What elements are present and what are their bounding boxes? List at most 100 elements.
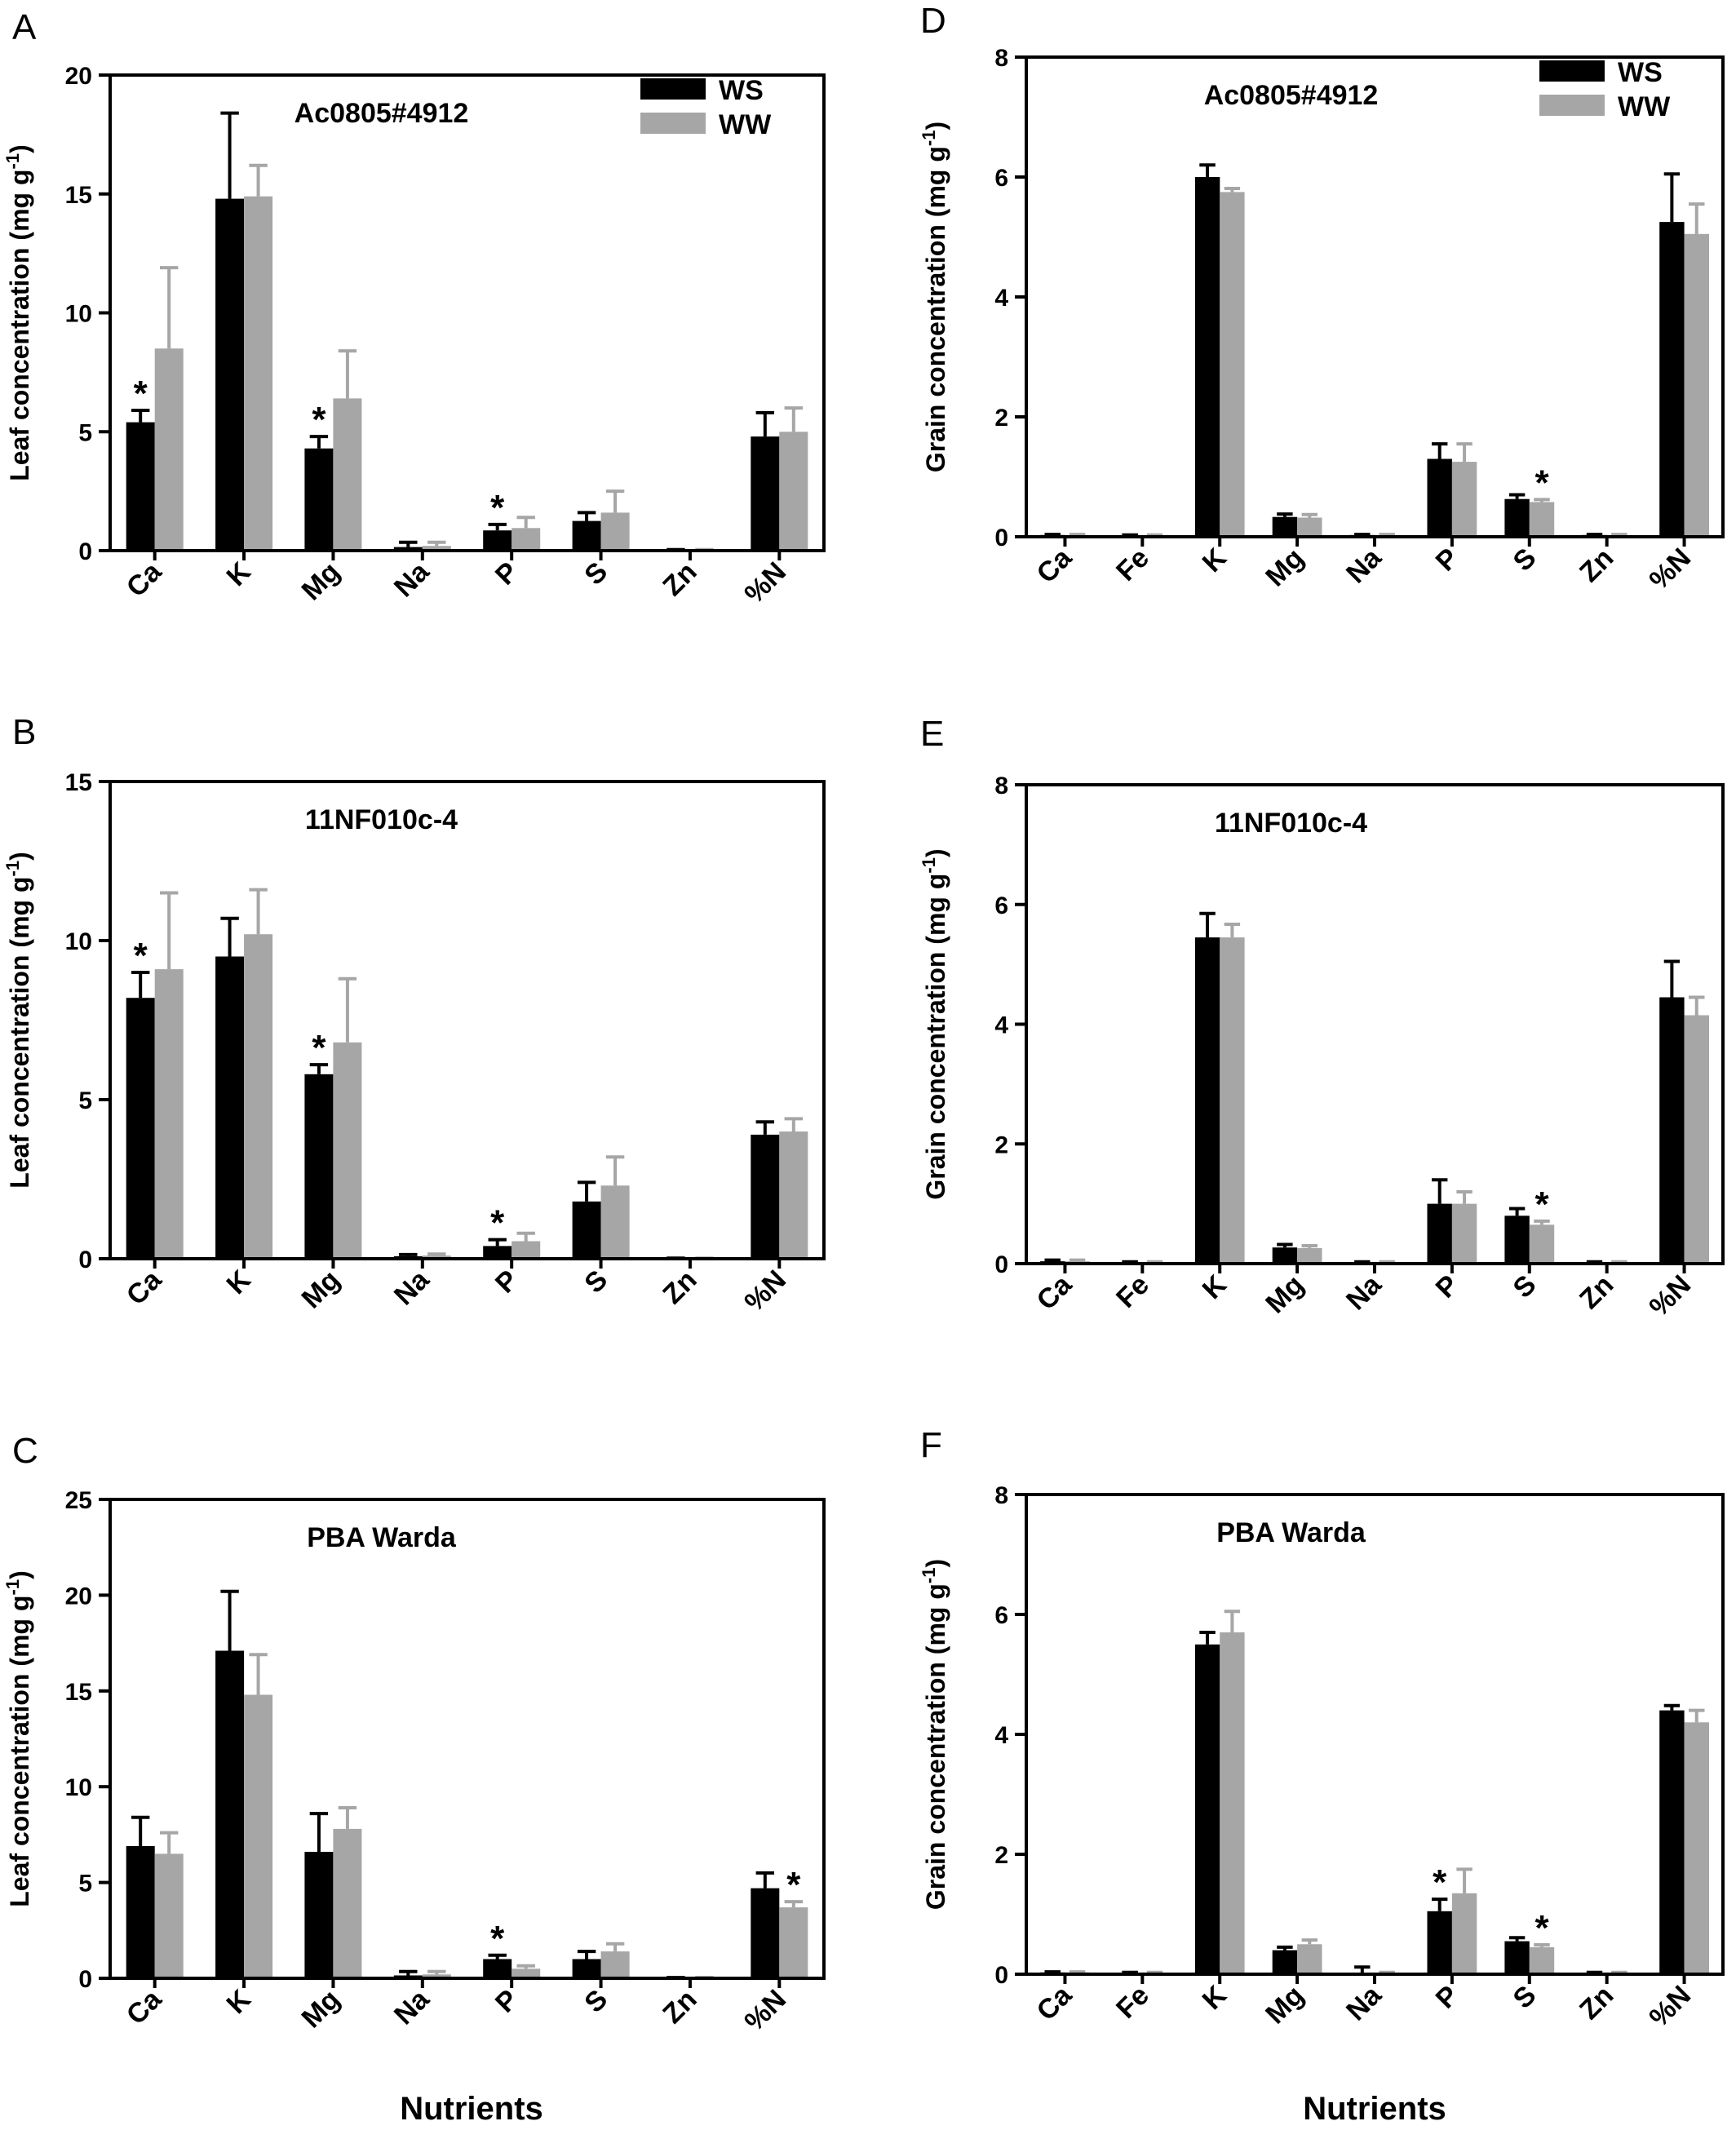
bar-ws-k: [215, 198, 245, 551]
panel-title: Ac0805#4912: [294, 98, 469, 129]
x-tick-label-zn: Zn: [657, 1264, 702, 1310]
y-tick-label: 0: [78, 538, 92, 565]
y-tick-label: 20: [65, 63, 92, 90]
y-tick-label: 10: [65, 928, 92, 955]
significance-marker: *: [490, 488, 505, 528]
legend-swatch-ww: [1539, 95, 1605, 116]
x-tick-label-na: Na: [388, 1264, 436, 1311]
x-tick-label-pctn: %N: [1644, 542, 1698, 596]
x-tick-label-k: K: [220, 1264, 257, 1300]
bar-ww-k: [1220, 937, 1245, 1264]
bar-ww-mg: [333, 1042, 362, 1259]
x-tick-label-k: K: [220, 1983, 257, 2020]
x-tick-label-na: Na: [388, 1983, 436, 2030]
bar-ww-k: [1220, 1632, 1245, 1974]
bar-ww-ca: [154, 1853, 184, 1978]
significance-marker: *: [312, 1028, 326, 1068]
bar-ws-s: [572, 520, 601, 551]
bar-ws-pctn: [1659, 1710, 1685, 1974]
bar-ww-ca: [154, 969, 184, 1259]
y-tick-label: 0: [994, 1962, 1008, 1989]
x-tick-label-na: Na: [1340, 542, 1388, 589]
x-tick-label-ca: Ca: [121, 1983, 168, 2030]
bar-ww-mg: [333, 1828, 362, 1978]
x-tick-label-mg: Mg: [1260, 542, 1310, 593]
significance-marker: *: [490, 1919, 505, 1959]
x-tick-label-pctn: %N: [738, 556, 792, 610]
bar-ww-p: [1451, 462, 1477, 537]
legend-swatch-ws: [640, 78, 706, 100]
bar-ws-mg: [1272, 1950, 1298, 1974]
y-tick-label: 4: [994, 1012, 1008, 1039]
x-tick-label-pctn: %N: [738, 1984, 792, 2038]
bar-ws-mg: [304, 448, 334, 551]
bar-ww-k: [244, 196, 273, 551]
x-tick-label-fe: Fe: [1110, 1269, 1155, 1314]
bar-ww-s: [1529, 502, 1555, 537]
x-axis-label-right: Nutrients: [1303, 2091, 1446, 2127]
significance-marker: *: [490, 1203, 505, 1243]
panel-c: C * * 0 5 10 15 20 25 Ca K Mg Na P S Zn %N PBA Warda Leaf …: [2, 1431, 826, 2038]
y-tick-label: 5: [78, 419, 92, 446]
plot-frame: [1025, 783, 1725, 1265]
bar-ws-p: [483, 530, 512, 551]
bar-ww-p: [512, 528, 541, 551]
panel-letter: D: [920, 1, 946, 41]
x-tick-label-s: S: [1508, 1980, 1543, 2015]
panel-title: PBA Warda: [1216, 1517, 1366, 1548]
significance-marker: *: [786, 1865, 801, 1905]
bar-ws-pctn: [751, 1888, 780, 1978]
bar-ws-na: [393, 547, 423, 551]
bar-ww-pctn: [1684, 1015, 1709, 1264]
x-tick-label-p: P: [489, 556, 525, 591]
significance-marker: *: [134, 374, 148, 414]
legend-label-ws: WS: [1618, 57, 1663, 88]
panel-letter: C: [12, 1431, 38, 1471]
x-tick-label-s: S: [578, 1264, 613, 1300]
significance-marker: *: [134, 936, 148, 976]
y-tick-label: 10: [65, 301, 92, 328]
x-tick-label-p: P: [489, 1984, 525, 2019]
bar-ww-pctn: [1684, 233, 1709, 537]
y-tick-label: 6: [994, 892, 1008, 919]
bar-ww-pctn: [779, 1907, 808, 1978]
bar-ws-pctn: [1659, 997, 1685, 1264]
bar-ww-s: [1529, 1224, 1555, 1264]
bar-ws-pctn: [1659, 222, 1685, 537]
y-tick-label: 0: [78, 1966, 92, 1993]
bar-ww-na: [422, 546, 451, 551]
bar-ws-ca: [126, 422, 155, 551]
x-tick-label-p: P: [1430, 542, 1465, 578]
y-tick-label: 15: [65, 1679, 92, 1706]
y-tick-label: 15: [65, 182, 92, 209]
bar-ww-k: [244, 1694, 273, 1978]
panel-d: D * 0 2 4 6 8 Ca Fe K Mg Na P S Zn %N Ac0805#4912 Grain c…: [919, 1, 1725, 596]
x-tick-label-pctn: %N: [1644, 1269, 1698, 1323]
y-tick-label: 6: [994, 165, 1008, 192]
bar-ws-mg: [304, 1074, 334, 1259]
bar-ws-mg: [1272, 1247, 1298, 1264]
y-tick-label: 6: [994, 1602, 1008, 1629]
x-tick-label-p: P: [1430, 1980, 1465, 2015]
x-tick-label-p: P: [1430, 1269, 1465, 1304]
bar-ww-na: [422, 1974, 451, 1978]
bar-ws-p: [1427, 458, 1452, 537]
significance-marker: *: [312, 400, 326, 440]
y-axis-label: Grain concentration (mg g-1): [919, 122, 950, 472]
x-tick-label-s: S: [578, 1984, 613, 2019]
y-tick-label: 2: [994, 1842, 1008, 1869]
y-tick-label: 10: [65, 1774, 92, 1801]
significance-marker: *: [1534, 1908, 1549, 1948]
bar-ws-s: [572, 1201, 601, 1259]
bar-ww-mg: [1297, 1944, 1322, 1975]
bar-ww-k: [1220, 192, 1245, 537]
x-tick-label-k: K: [220, 556, 257, 592]
bar-ww-s: [600, 1185, 630, 1259]
x-tick-label-zn: Zn: [1574, 1980, 1619, 2026]
panel-letter: B: [12, 712, 36, 752]
plot-frame: [1025, 1493, 1725, 1976]
y-tick-label: 2: [994, 405, 1008, 432]
legend-swatch-ws: [1539, 60, 1605, 82]
x-tick-label-zn: Zn: [1574, 542, 1619, 588]
bar-ws-s: [1504, 1216, 1530, 1264]
